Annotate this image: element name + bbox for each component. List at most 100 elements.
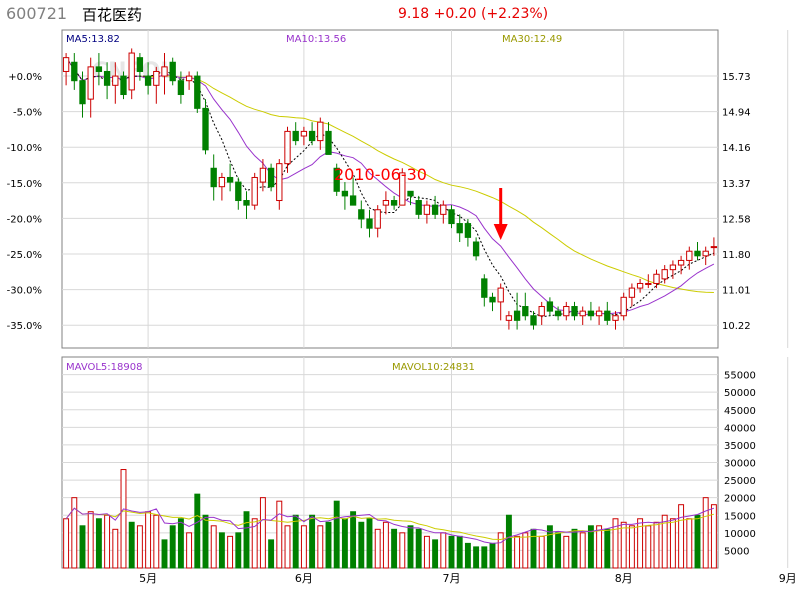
volume-bar [136, 525, 143, 569]
candle-body [661, 269, 668, 280]
candle-body [333, 167, 340, 192]
volume-axis-tick: 10000 [724, 529, 756, 540]
volume-bar [464, 542, 471, 569]
candle-body [226, 176, 234, 183]
volume-bar [694, 514, 701, 569]
volume-bar [710, 504, 717, 569]
candle-body [669, 264, 677, 271]
volume-bar [259, 497, 266, 569]
candle-body [390, 200, 398, 206]
candle-body [456, 223, 463, 234]
volume-bar [391, 528, 398, 569]
volume-bar [112, 528, 119, 569]
stock-code: 600721 [6, 4, 68, 23]
volume-bar [440, 532, 447, 569]
x-month-label: 9月 [779, 572, 797, 585]
volume-bar [407, 525, 414, 569]
left-axis-tick: -25.0% [7, 250, 42, 261]
x-month-label: 8月 [615, 572, 633, 585]
right-axis-tick: 14.94 [722, 108, 751, 119]
candle-body [325, 130, 332, 155]
price-quote: 9.18 +0.20 (+2.23%) [398, 6, 548, 22]
volume-axis-tick: 55000 [724, 371, 756, 382]
candle-body [300, 130, 308, 137]
candle-body [481, 278, 488, 298]
candle-body [358, 209, 365, 220]
stock-name: 百花医药 [82, 6, 143, 24]
volume-axis-tick: 30000 [724, 459, 756, 470]
price-value: 9.18 [398, 6, 430, 22]
candle-body [399, 172, 406, 206]
candle-body [284, 130, 291, 165]
volume-bar [317, 525, 324, 569]
volume-bar [128, 521, 135, 569]
mavol10-line [65, 507, 715, 541]
volume-bar [276, 500, 283, 569]
volume-axis-tick: 15000 [724, 511, 756, 522]
candle-body [505, 315, 513, 321]
volume-bar [300, 525, 307, 569]
candle-body [513, 310, 521, 321]
volume-bar [489, 542, 496, 569]
right-axis-tick: 11.80 [722, 250, 751, 261]
right-axis-tick: 10.22 [722, 321, 751, 332]
candle-body [136, 57, 144, 72]
volume-bar [177, 518, 184, 569]
candle-body [71, 61, 78, 82]
volume-bar [579, 532, 586, 569]
candle-body [628, 287, 636, 298]
volume-bar [145, 511, 152, 569]
candle-body [440, 204, 447, 215]
volume-bar [153, 514, 160, 569]
volume-bar [555, 532, 562, 569]
candle-body [349, 195, 357, 206]
left-axis-tick: -15.0% [7, 179, 42, 190]
candle-body [87, 66, 94, 100]
volume-bar [251, 518, 258, 569]
candle-body [341, 190, 349, 197]
candle-body [579, 310, 586, 317]
right-axis-tick: 13.37 [722, 179, 751, 190]
volume-bar [382, 521, 389, 569]
right-axis-tick: 12.58 [722, 214, 751, 225]
volume-bar [374, 528, 381, 569]
mavol5-label: MAVOL5:18908 [66, 362, 142, 373]
candle-body [120, 75, 127, 96]
candle-body [185, 75, 193, 82]
volume-bar [284, 525, 291, 569]
volume-bar [628, 525, 635, 569]
candle-body [612, 315, 619, 321]
candle-body [153, 70, 160, 86]
candle-body [677, 259, 685, 266]
volume-axis-tick: 35000 [724, 441, 756, 452]
candle-body [243, 200, 250, 206]
ma5-line [65, 57, 715, 318]
ma10-label: MA10:13.56 [286, 34, 346, 45]
x-month-label: 7月 [443, 572, 461, 585]
candle-body [276, 163, 283, 202]
candle-body [194, 75, 201, 109]
volume-bar [292, 514, 299, 569]
right-axis-tick: 15.73 [722, 72, 751, 83]
candle-body [210, 167, 217, 188]
price-change: +0.20 [433, 6, 477, 22]
volume-bar [79, 525, 86, 569]
candle-body [292, 130, 299, 142]
candle-body [366, 218, 373, 229]
volume-bar [563, 535, 570, 569]
candle-body [497, 287, 504, 303]
volume-axis-tick: 20000 [724, 494, 756, 505]
volume-bar [661, 514, 668, 569]
candle-body [538, 306, 545, 317]
candle-body [112, 75, 119, 86]
volume-bar [210, 525, 217, 569]
candle-body [95, 66, 103, 72]
volume-bar [612, 518, 619, 569]
candle-body [161, 66, 168, 77]
x-month-label: 5月 [139, 572, 157, 585]
candle-body [62, 57, 70, 72]
candle-body [571, 306, 578, 317]
left-axis-tick: -30.0% [7, 286, 42, 297]
candle-body [464, 223, 472, 238]
volume-bar [448, 535, 455, 569]
